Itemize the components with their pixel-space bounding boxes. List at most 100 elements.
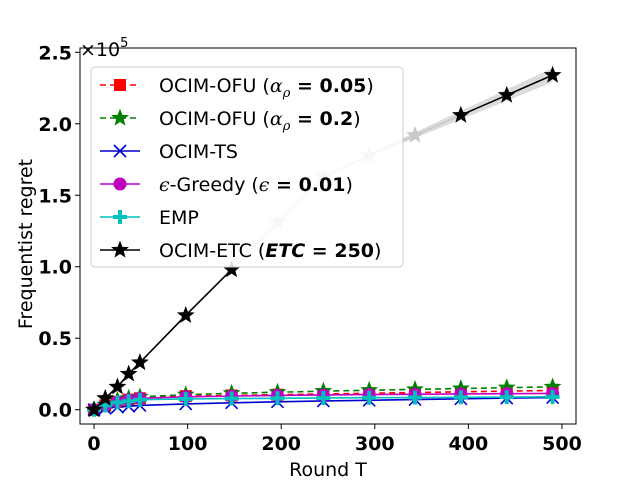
line-segment [414, 114, 462, 136]
legend-label-part: = [269, 174, 298, 196]
legend-label: EMP [159, 207, 199, 229]
data-point [316, 390, 331, 405]
line-segment [415, 398, 461, 401]
line-segment [323, 399, 370, 402]
line-segment [185, 269, 233, 316]
legend-marker [113, 210, 127, 224]
x-tick-label: 0 [87, 433, 100, 455]
legend-entry-3: ϵ-Greedy (ϵ = 0.01) [100, 174, 353, 196]
legend-label: OCIM-TS [159, 141, 238, 163]
line-segment [460, 386, 507, 390]
data-point [499, 390, 514, 405]
legend-label-part: 0.05 [320, 75, 367, 97]
y-tick-label: 0.0 [38, 400, 72, 422]
axes-frame [79, 47, 577, 425]
line-segment [277, 393, 324, 396]
legend-label-part: ) [345, 174, 352, 196]
legend-entry-4: EMP [100, 207, 199, 229]
legend-label-part: = [290, 75, 319, 97]
plot-area [85, 65, 562, 418]
line-segment [506, 74, 553, 96]
legend-entry-2: OCIM-TS [100, 141, 238, 163]
legend-marker [114, 79, 126, 91]
line-segment [139, 314, 187, 364]
legend-label-part: = [290, 108, 319, 130]
legend-marker [113, 144, 127, 158]
data-point [96, 388, 115, 406]
legend-label-part: 250 [334, 240, 374, 262]
data-point [178, 391, 193, 406]
legend-label-part: EMP [159, 207, 199, 229]
y-offset-exponent: 5 [120, 36, 128, 51]
y-tick-label: 2.0 [38, 114, 72, 136]
legend-marker [113, 177, 127, 191]
x-tick-label: 400 [449, 433, 489, 455]
line-segment [323, 392, 370, 395]
line-segment [139, 398, 186, 401]
legend-label-part: ρ [282, 119, 291, 134]
data-point [131, 353, 149, 371]
x-tick-label: 300 [355, 433, 395, 455]
line-segment [506, 389, 553, 392]
legend: OCIM-OFU (αρ = 0.05)OCIM-OFU (αρ = 0.2)O… [90, 66, 404, 268]
legend-label-part: OCIM-OFU ( [159, 108, 270, 130]
y-axis-label: Frequentist regret [15, 159, 37, 329]
line-segment [323, 389, 370, 392]
legend-label: ϵ-Greedy (ϵ = 0.01) [159, 174, 353, 196]
legend-label-part: ) [366, 75, 373, 97]
data-point [108, 377, 127, 395]
legend-label: OCIM-OFU (αρ = 0.2) [159, 108, 361, 134]
data-point [176, 306, 195, 323]
data-point [85, 400, 103, 418]
legend-label-part: = [305, 240, 334, 262]
x-tick-label: 200 [261, 433, 301, 455]
legend-label-part: OCIM-OFU ( [159, 75, 270, 97]
legend-label-part: α [270, 75, 283, 97]
data-point [497, 85, 516, 103]
data-point [119, 364, 138, 382]
y-offset-label: ×105 [80, 36, 128, 61]
data-point [452, 105, 470, 123]
y-tick-label: 2.5 [38, 42, 72, 64]
line-segment [277, 390, 324, 394]
legend-label-part: OCIM-ETC ( [159, 240, 265, 262]
x-axis-label: Round T [289, 459, 367, 480]
legend-label-part: ETC [265, 240, 305, 262]
legend-marker [111, 108, 129, 126]
x-tick-label: 100 [168, 433, 208, 455]
line-segment [415, 387, 461, 391]
line-segment [506, 386, 553, 389]
line-segment [231, 394, 278, 397]
legend-label-part: ) [353, 108, 360, 130]
data-point [362, 390, 377, 405]
x-tick-label: 500 [542, 433, 582, 455]
y-tick-label: 1.5 [38, 185, 72, 207]
line-segment [369, 391, 416, 395]
line-segment [460, 397, 507, 400]
legend-label-part: ϵ [259, 174, 270, 196]
legend-box [90, 66, 404, 268]
line-segment [139, 403, 186, 407]
data-point [406, 125, 424, 143]
line-segment [277, 400, 324, 403]
legend-entry-1: OCIM-OFU (αρ = 0.2) [100, 108, 361, 134]
legend-label-part: 0.01 [299, 174, 346, 196]
data-point [545, 389, 560, 404]
legend-label-part: 0.2 [320, 108, 354, 130]
line-segment [460, 390, 507, 393]
line-segment [369, 398, 416, 402]
legend-marker [111, 240, 129, 258]
legend-label-part: ) [374, 240, 381, 262]
line-segment [139, 393, 186, 398]
series-layer [85, 65, 562, 418]
legend-label-part: -Greedy ( [170, 174, 259, 196]
data-point [543, 65, 562, 83]
line-segment [185, 392, 232, 396]
y-tick-label: 1.0 [38, 257, 72, 279]
data-point [270, 391, 285, 406]
line-segment [415, 391, 461, 394]
y-tick-label: 0.5 [38, 328, 72, 350]
line-segment [369, 388, 416, 392]
legend-entry-5: OCIM-ETC (ETC = 250) [100, 240, 381, 262]
